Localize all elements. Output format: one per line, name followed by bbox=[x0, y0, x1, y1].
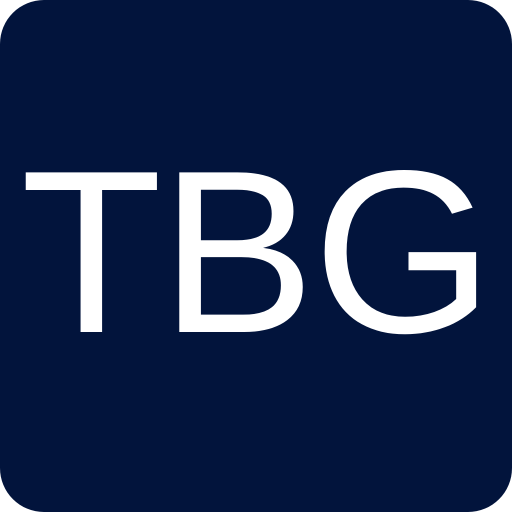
icon-monogram: TBG bbox=[20, 123, 494, 382]
